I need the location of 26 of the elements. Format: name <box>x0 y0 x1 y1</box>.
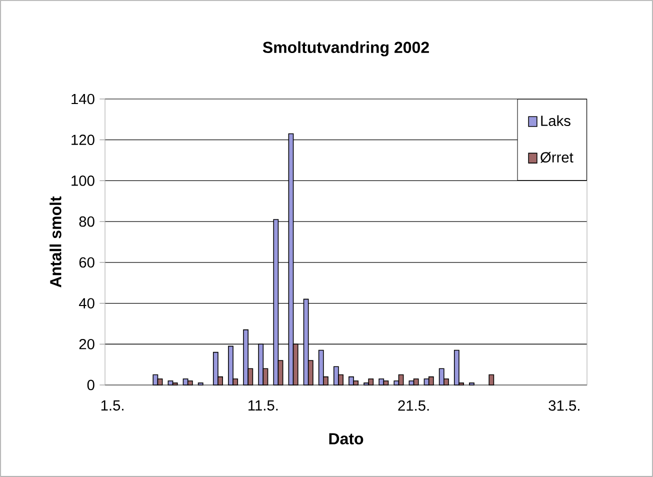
y-tick-label: 0 <box>87 380 94 390</box>
bar <box>413 378 419 386</box>
x-tick-label: 1.5. <box>101 400 124 411</box>
y-tick-label: 100 <box>72 176 94 186</box>
bar <box>469 382 474 386</box>
bar <box>152 374 158 386</box>
y-axis-title: Antall smolt <box>50 196 62 288</box>
legend-label: Laks <box>541 115 570 126</box>
y-tick-label: 40 <box>78 298 94 308</box>
x-axis-title: Dato <box>329 433 364 444</box>
x-tick-label: 21.5. <box>398 400 429 411</box>
bar <box>378 378 384 386</box>
bar <box>428 376 434 386</box>
y-tick-label: 20 <box>79 338 94 350</box>
y-tick-label: 120 <box>72 134 94 146</box>
y-tick-label: 140 <box>72 94 94 104</box>
bar <box>198 382 204 386</box>
chart-title: Smoltutvandring 2002 <box>262 41 429 56</box>
bar <box>187 380 193 386</box>
bar <box>488 374 494 386</box>
bar <box>172 382 178 386</box>
y-tick-label: 60 <box>79 257 94 268</box>
x-tick-label: 31.5. <box>548 400 580 411</box>
x-tick-label: 11.5. <box>248 400 278 411</box>
legend-label: Ørret <box>540 152 574 163</box>
y-tick-label: 80 <box>79 216 94 227</box>
